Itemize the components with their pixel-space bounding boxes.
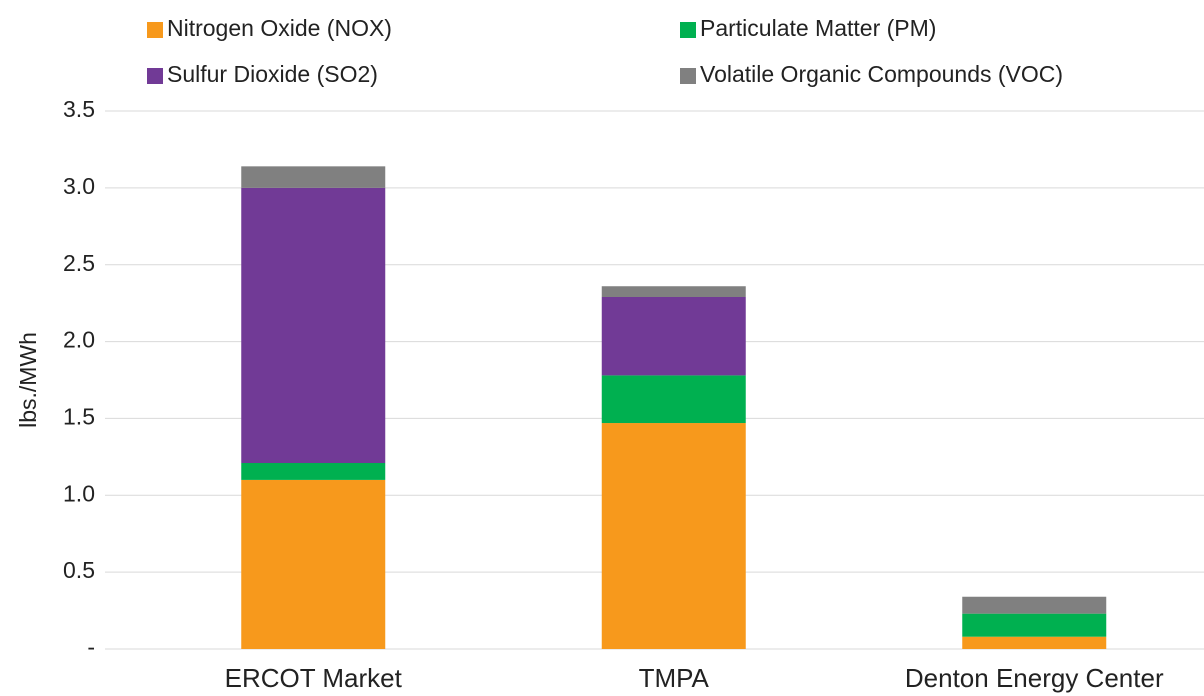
bar-segment — [601, 296, 746, 376]
y-tick-label: 1.0 — [63, 480, 95, 506]
legend-swatch — [147, 22, 163, 38]
bar-segment — [601, 423, 746, 649]
legend-label: Volatile Organic Compounds (VOC) — [700, 61, 1063, 87]
y-tick-label: 2.0 — [63, 327, 95, 353]
y-tick-label: 3.0 — [63, 173, 95, 199]
bar-segment — [601, 375, 746, 424]
x-tick-label: ERCOT Market — [225, 663, 403, 693]
legend-swatch — [680, 68, 696, 84]
bar-segment — [241, 463, 386, 480]
x-tick-label: TMPA — [639, 663, 710, 693]
y-axis-label: lbs./MWh — [15, 332, 41, 428]
y-tick-label: 3.5 — [63, 96, 95, 122]
legend-label: Nitrogen Oxide (NOX) — [167, 15, 392, 41]
y-tick-label: 2.5 — [63, 250, 95, 276]
bar-segment — [962, 636, 1107, 649]
y-tick-label: 1.5 — [63, 404, 95, 430]
x-tick-label: Denton Energy Center — [905, 663, 1164, 693]
legend-swatch — [147, 68, 163, 84]
bar-segment — [241, 166, 386, 188]
bar-segment — [241, 187, 386, 464]
legend-label: Sulfur Dioxide (SO2) — [167, 61, 378, 87]
y-tick-label: - — [87, 634, 95, 660]
bar-segment — [601, 286, 746, 297]
legend-label: Particulate Matter (PM) — [700, 15, 936, 41]
legend-swatch — [680, 22, 696, 38]
y-tick-label: 0.5 — [63, 557, 95, 583]
bar-segment — [241, 479, 386, 649]
bar-segment — [962, 596, 1107, 614]
bar-segment — [962, 613, 1107, 637]
